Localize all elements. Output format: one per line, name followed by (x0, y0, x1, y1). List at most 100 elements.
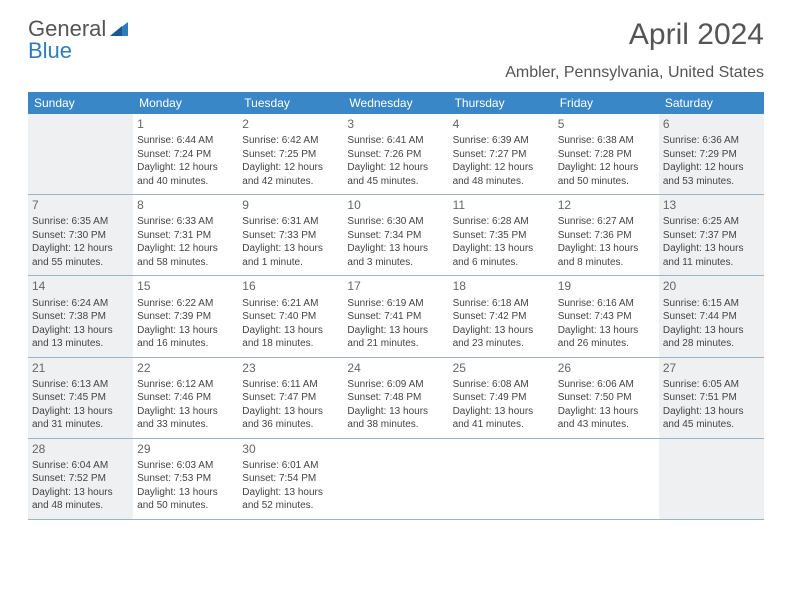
day-detail-line: and 33 minutes. (137, 418, 234, 432)
week-row: 7Sunrise: 6:35 AMSunset: 7:30 PMDaylight… (28, 195, 764, 276)
day-detail-line: Sunrise: 6:08 AM (453, 378, 550, 392)
day-detail-line: Daylight: 13 hours (137, 486, 234, 500)
day-detail-line: Sunset: 7:27 PM (453, 148, 550, 162)
day-detail-line: and 42 minutes. (242, 175, 339, 189)
day-detail-line: Sunrise: 6:39 AM (453, 134, 550, 148)
day-cell: 22Sunrise: 6:12 AMSunset: 7:46 PMDayligh… (133, 358, 238, 438)
day-cell: 13Sunrise: 6:25 AMSunset: 7:37 PMDayligh… (659, 195, 764, 275)
day-header-friday: Friday (554, 92, 659, 114)
day-detail-line: Daylight: 13 hours (453, 324, 550, 338)
day-number: 30 (242, 441, 339, 457)
day-detail-line: and 36 minutes. (242, 418, 339, 432)
day-number: 7 (32, 197, 129, 213)
day-detail-line: and 55 minutes. (32, 256, 129, 270)
day-number: 29 (137, 441, 234, 457)
day-detail-line: Sunrise: 6:13 AM (32, 378, 129, 392)
week-row: 1Sunrise: 6:44 AMSunset: 7:24 PMDaylight… (28, 114, 764, 195)
day-detail-line: and 48 minutes. (453, 175, 550, 189)
day-number: 23 (242, 360, 339, 376)
day-cell: 4Sunrise: 6:39 AMSunset: 7:27 PMDaylight… (449, 114, 554, 194)
location-text: Ambler, Pennsylvania, United States (28, 64, 764, 82)
day-number: 12 (558, 197, 655, 213)
day-cell: 14Sunrise: 6:24 AMSunset: 7:38 PMDayligh… (28, 276, 133, 356)
day-cell (554, 439, 659, 519)
day-detail-line: Sunset: 7:38 PM (32, 310, 129, 324)
day-header-monday: Monday (133, 92, 238, 114)
day-detail-line: Daylight: 13 hours (558, 242, 655, 256)
day-cell: 15Sunrise: 6:22 AMSunset: 7:39 PMDayligh… (133, 276, 238, 356)
day-number: 27 (663, 360, 760, 376)
day-detail-line: Sunset: 7:54 PM (242, 472, 339, 486)
day-detail-line: Daylight: 13 hours (242, 405, 339, 419)
day-cell: 21Sunrise: 6:13 AMSunset: 7:45 PMDayligh… (28, 358, 133, 438)
day-header-sunday: Sunday (28, 92, 133, 114)
day-cell: 1Sunrise: 6:44 AMSunset: 7:24 PMDaylight… (133, 114, 238, 194)
day-detail-line: Daylight: 12 hours (32, 242, 129, 256)
day-detail-line: and 6 minutes. (453, 256, 550, 270)
day-detail-line: and 50 minutes. (558, 175, 655, 189)
day-cell: 17Sunrise: 6:19 AMSunset: 7:41 PMDayligh… (343, 276, 448, 356)
day-cell: 28Sunrise: 6:04 AMSunset: 7:52 PMDayligh… (28, 439, 133, 519)
day-cell: 26Sunrise: 6:06 AMSunset: 7:50 PMDayligh… (554, 358, 659, 438)
day-detail-line: Daylight: 12 hours (558, 161, 655, 175)
day-cell: 6Sunrise: 6:36 AMSunset: 7:29 PMDaylight… (659, 114, 764, 194)
day-cell: 16Sunrise: 6:21 AMSunset: 7:40 PMDayligh… (238, 276, 343, 356)
day-detail-line: Sunset: 7:41 PM (347, 310, 444, 324)
day-cell: 12Sunrise: 6:27 AMSunset: 7:36 PMDayligh… (554, 195, 659, 275)
day-cell: 7Sunrise: 6:35 AMSunset: 7:30 PMDaylight… (28, 195, 133, 275)
day-cell (28, 114, 133, 194)
day-number: 24 (347, 360, 444, 376)
day-header-tuesday: Tuesday (238, 92, 343, 114)
day-detail-line: Sunrise: 6:41 AM (347, 134, 444, 148)
day-detail-line: Sunrise: 6:01 AM (242, 459, 339, 473)
day-detail-line: Daylight: 13 hours (242, 486, 339, 500)
day-detail-line: Sunset: 7:35 PM (453, 229, 550, 243)
day-detail-line: Sunrise: 6:44 AM (137, 134, 234, 148)
day-detail-line: and 40 minutes. (137, 175, 234, 189)
day-number: 14 (32, 278, 129, 294)
day-detail-line: Sunrise: 6:05 AM (663, 378, 760, 392)
day-detail-line: Daylight: 13 hours (347, 405, 444, 419)
day-detail-line: and 58 minutes. (137, 256, 234, 270)
day-cell: 11Sunrise: 6:28 AMSunset: 7:35 PMDayligh… (449, 195, 554, 275)
day-detail-line: Daylight: 13 hours (663, 324, 760, 338)
day-cell: 20Sunrise: 6:15 AMSunset: 7:44 PMDayligh… (659, 276, 764, 356)
day-detail-line: Sunrise: 6:04 AM (32, 459, 129, 473)
day-detail-line: Sunset: 7:28 PM (558, 148, 655, 162)
day-detail-line: Sunset: 7:48 PM (347, 391, 444, 405)
day-cell (449, 439, 554, 519)
day-header-saturday: Saturday (659, 92, 764, 114)
day-cell: 30 Sunrise: 6:01 AMSunset: 7:54 PMDayligh… (238, 439, 343, 519)
day-detail-line: Sunset: 7:36 PM (558, 229, 655, 243)
day-detail-line: Sunrise: 6:15 AM (663, 297, 760, 311)
day-detail-line: and 45 minutes. (663, 418, 760, 432)
day-detail-line: Sunrise: 6:03 AM (137, 459, 234, 473)
day-detail-line: Sunrise: 6:22 AM (137, 297, 234, 311)
day-detail-line: Sunset: 7:39 PM (137, 310, 234, 324)
day-number: 19 (558, 278, 655, 294)
day-header-row: SundayMondayTuesdayWednesdayThursdayFrid… (28, 92, 764, 114)
day-detail-line: and 21 minutes. (347, 337, 444, 351)
brand-logo: General Blue (28, 18, 128, 62)
day-number: 3 (347, 116, 444, 132)
day-cell: 23Sunrise: 6:11 AMSunset: 7:47 PMDayligh… (238, 358, 343, 438)
day-detail-line: and 50 minutes. (137, 499, 234, 513)
day-detail-line: Sunset: 7:45 PM (32, 391, 129, 405)
day-cell (659, 439, 764, 519)
logo-sail-icon (110, 16, 128, 41)
day-detail-line: Sunrise: 6:06 AM (558, 378, 655, 392)
page-title: April 2024 (629, 18, 764, 52)
day-detail-line: and 31 minutes. (32, 418, 129, 432)
day-number: 28 (32, 441, 129, 457)
day-detail-line: Sunrise: 6:28 AM (453, 215, 550, 229)
day-number: 5 (558, 116, 655, 132)
week-row: 14Sunrise: 6:24 AMSunset: 7:38 PMDayligh… (28, 276, 764, 357)
day-detail-line: Daylight: 13 hours (137, 405, 234, 419)
day-detail-line: Sunrise: 6:11 AM (242, 378, 339, 392)
day-detail-line: Sunrise: 6:21 AM (242, 297, 339, 311)
day-detail-line: and 11 minutes. (663, 256, 760, 270)
day-number: 21 (32, 360, 129, 376)
day-cell (343, 439, 448, 519)
day-detail-line: Daylight: 13 hours (242, 324, 339, 338)
day-detail-line: Sunset: 7:31 PM (137, 229, 234, 243)
